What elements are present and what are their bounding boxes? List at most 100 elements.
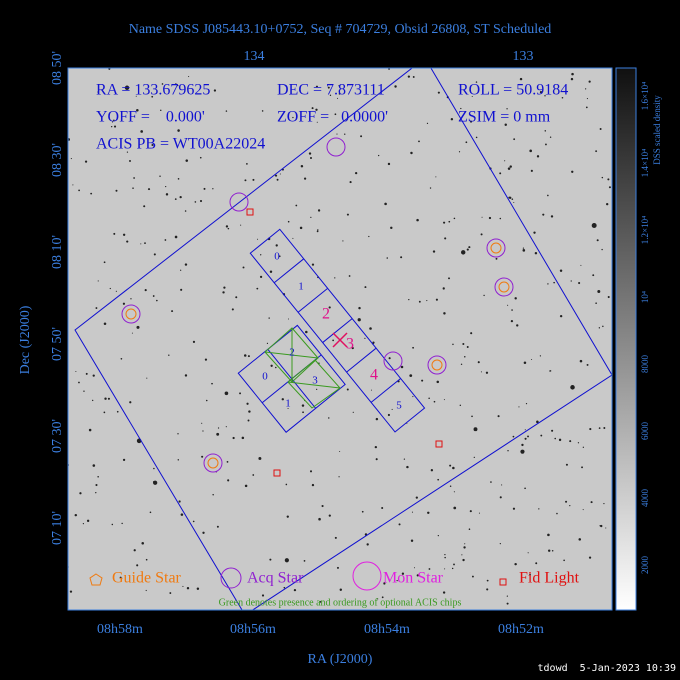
speck [586,98,588,100]
speck [507,450,509,452]
speck [449,485,452,487]
speck [364,337,366,339]
speck [605,527,607,529]
speck [243,354,247,357]
stars-background [68,68,611,605]
speck [332,339,335,342]
speck [443,312,446,315]
speck [235,296,238,299]
speck [506,595,508,597]
speck [527,435,529,438]
speck [452,343,454,346]
speck [418,140,420,143]
speck [339,450,341,452]
speck [113,232,116,235]
speck [315,85,318,88]
speck [185,159,189,162]
speck [409,374,413,377]
speck [141,542,145,545]
speck [571,72,574,76]
speck [227,479,230,482]
speck [201,455,204,458]
speck [203,187,206,190]
speck [174,83,177,86]
speck [598,427,601,429]
speck [428,397,430,400]
speck [337,97,339,99]
speck [436,380,440,384]
speck [475,136,478,139]
speck [317,209,321,212]
top-tick: 133 [513,49,534,64]
colorbar-tick: 1.4×10⁴ [640,149,650,177]
speck [305,330,308,334]
speck [115,290,117,292]
colorbar-tick: 1.6×10⁴ [640,82,650,110]
speck [153,480,158,485]
speck [244,179,247,182]
speck [133,549,136,552]
speck [153,253,156,256]
speck [103,261,106,264]
speck [275,366,277,369]
speck [449,464,452,467]
speck [240,224,242,226]
speck [334,113,337,116]
speck [527,552,529,554]
info-yoff: YOFF = 0.000' [96,109,205,126]
speck [525,403,528,405]
speck [334,277,336,279]
speck [224,391,229,396]
speck [201,422,203,424]
speck [196,587,200,590]
x-axis-label: RA (J2000) [308,652,373,667]
speck [558,438,562,442]
speck [540,434,543,437]
left-tick: 07 10' [50,511,65,545]
speck [316,388,318,390]
speck [443,399,445,401]
field-outline [74,68,612,610]
speck [481,216,483,218]
speck [477,361,480,364]
speck [464,355,466,358]
speck [582,509,584,511]
speck [292,116,294,119]
speck [448,220,451,223]
footer: tdowd 5-Jan-2023 10:39 [538,663,676,674]
speck [598,327,601,329]
speck [225,110,228,112]
fid-lights [246,208,443,477]
speck [387,162,391,166]
speck [444,568,446,570]
speck [473,427,478,432]
speck [519,77,523,81]
speck [432,250,436,253]
speck [346,213,349,216]
speck [354,172,358,175]
speck [533,231,536,234]
speck [260,254,262,256]
speck [535,562,538,565]
speck [586,363,589,366]
chip-label: 1 [285,398,291,410]
speck [177,84,179,87]
left-tick: 08 30' [50,143,65,177]
speck [140,243,142,245]
speck [453,491,455,493]
speck [188,75,190,78]
speck [565,500,568,503]
speck [415,496,418,499]
chip-label: 3 [312,375,318,387]
speck [174,198,177,201]
speck [545,143,547,146]
speck [603,502,605,505]
speck [261,594,265,597]
speck [84,160,88,163]
speck [508,196,511,199]
speck [169,592,172,595]
speck [462,558,465,562]
chip-label: 3 [346,336,354,353]
speck [387,413,390,417]
speck [563,559,565,562]
